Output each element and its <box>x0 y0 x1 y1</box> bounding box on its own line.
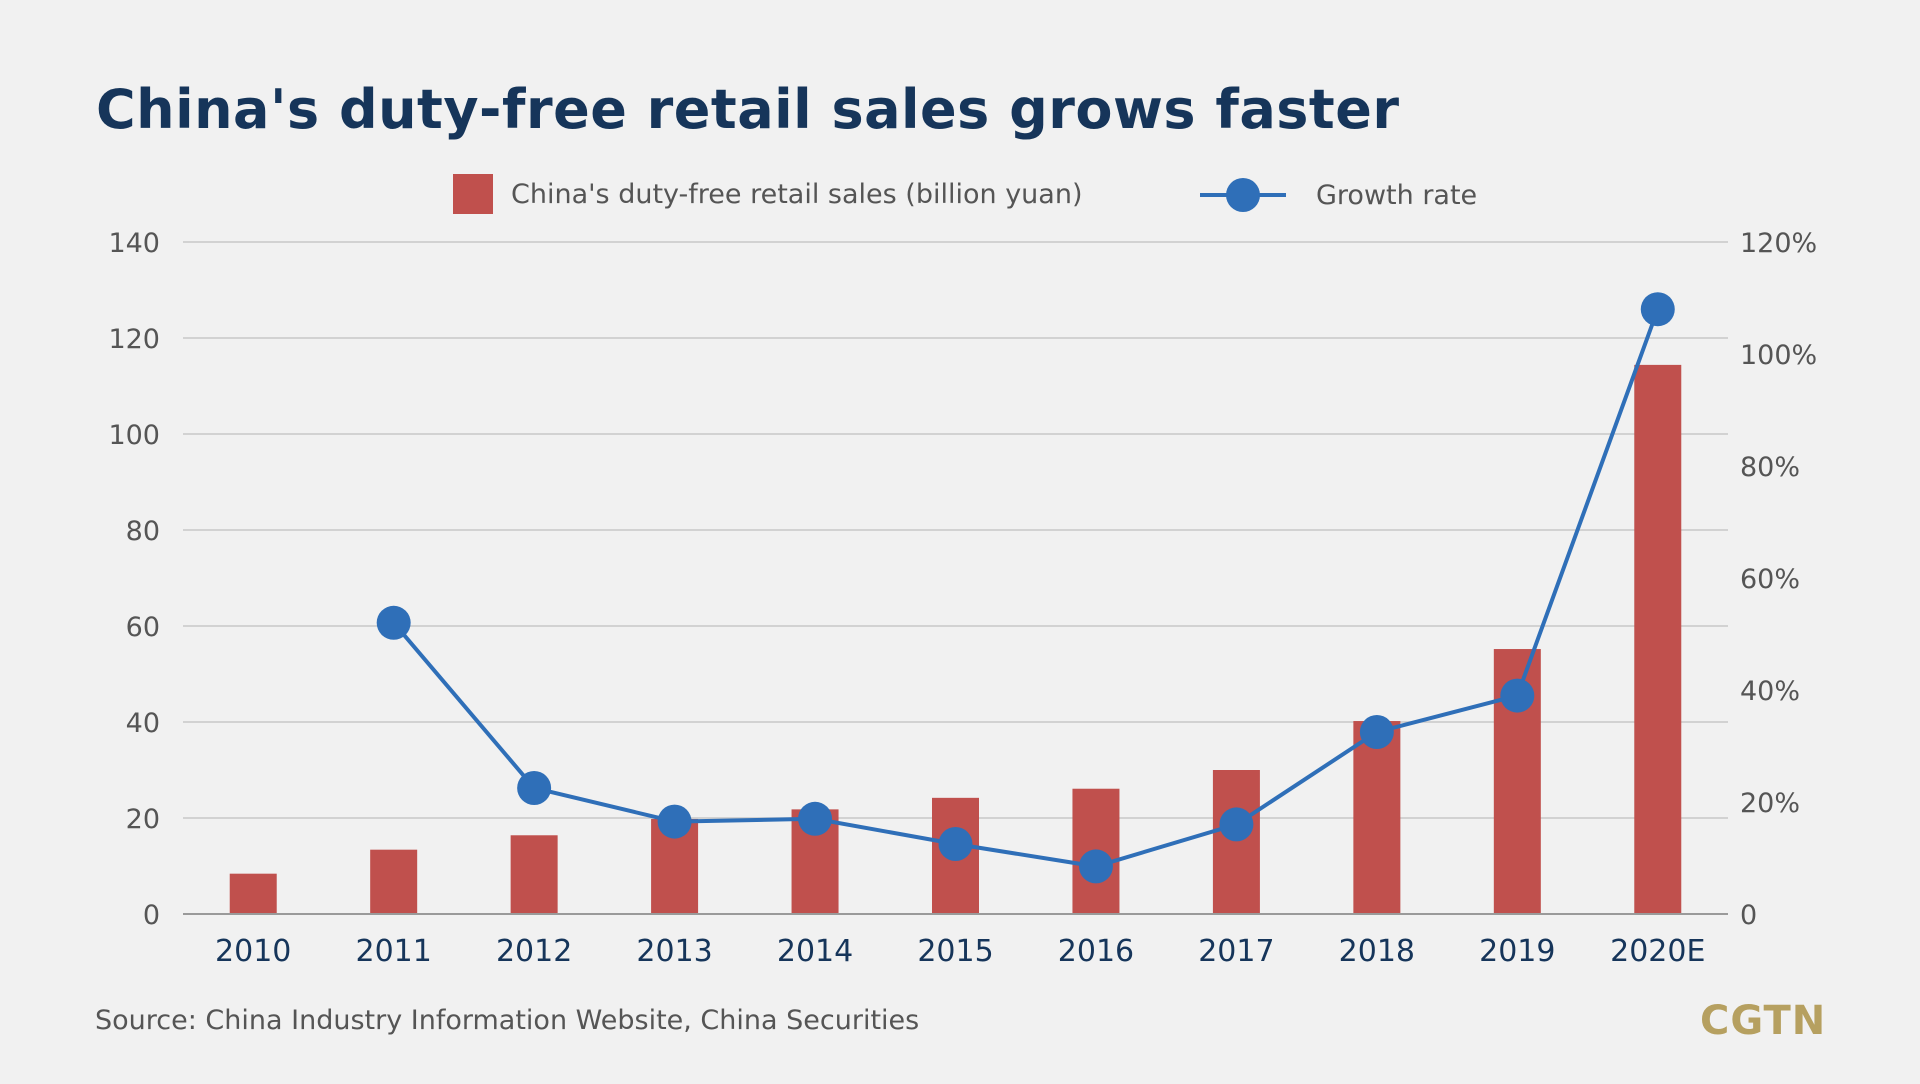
growth-line <box>392 308 1660 869</box>
x-tick-label: 2017 <box>1198 934 1274 969</box>
growth-point <box>517 771 552 805</box>
legend-label-growth: Growth rate <box>1316 179 1478 211</box>
y-left-tick-label: 60 <box>126 612 160 643</box>
y-right-tick-label: 80% <box>1740 452 1800 483</box>
bar <box>229 873 277 914</box>
chart-title: China's duty-free retail sales grows fas… <box>96 78 1400 141</box>
x-tick-label: 2019 <box>1479 934 1555 969</box>
x-tick-label: 2020E <box>1610 934 1705 969</box>
y-left-tick-label: 140 <box>108 228 160 259</box>
bar <box>1353 721 1401 914</box>
y-right-tick-label: 60% <box>1740 564 1800 595</box>
growth-point <box>938 827 973 861</box>
x-tick-label: 2012 <box>496 934 572 969</box>
bar <box>510 835 558 914</box>
y-left-tick-label: 100 <box>108 420 160 451</box>
y-left-tick-label: 40 <box>126 708 160 739</box>
legend-item-sales: China's duty-free retail sales (billion … <box>453 174 1082 214</box>
y-left-tick-label: 20 <box>126 804 160 835</box>
growth-point <box>798 801 833 836</box>
y-right-tick-label: 100% <box>1740 340 1817 371</box>
y-right-tick-label: 20% <box>1740 788 1800 819</box>
growth-point <box>1640 292 1675 327</box>
y-left-tick-label: 80 <box>126 516 160 547</box>
bar <box>1634 364 1682 914</box>
growth-point <box>1359 715 1394 749</box>
y-right-tick-label: 40% <box>1740 676 1800 707</box>
source-note: Source: China Industry Information Websi… <box>95 1005 920 1036</box>
x-tick-label: 2011 <box>356 934 432 969</box>
y-left-tick-label: 120 <box>108 324 160 355</box>
x-tick-label: 2010 <box>215 934 291 969</box>
legend-item-growth: Growth rate <box>1200 178 1477 212</box>
growth-point <box>1500 678 1535 713</box>
x-tick-label: 2016 <box>1058 934 1134 969</box>
growth-point <box>657 804 692 839</box>
x-tick-label: 2014 <box>777 934 853 969</box>
bar <box>370 849 418 914</box>
y-right-tick-label: 0 <box>1740 900 1757 931</box>
legend-label-sales: China's duty-free retail sales (billion … <box>511 178 1083 210</box>
x-tick-label: 2015 <box>917 934 993 969</box>
growth-point <box>1219 807 1254 842</box>
legend-swatch-bar <box>453 174 493 214</box>
y-right-tick-label: 120% <box>1740 228 1817 259</box>
growth-point <box>1078 849 1113 884</box>
growth-point <box>376 605 411 640</box>
x-tick-label: 2018 <box>1339 934 1415 969</box>
y-left-tick-label: 0 <box>143 900 160 931</box>
bar <box>1212 770 1260 914</box>
legend-swatch-line <box>1200 178 1286 212</box>
x-tick-label: 2013 <box>636 934 712 969</box>
cgtn-logo: CGTN <box>1700 998 1827 1044</box>
